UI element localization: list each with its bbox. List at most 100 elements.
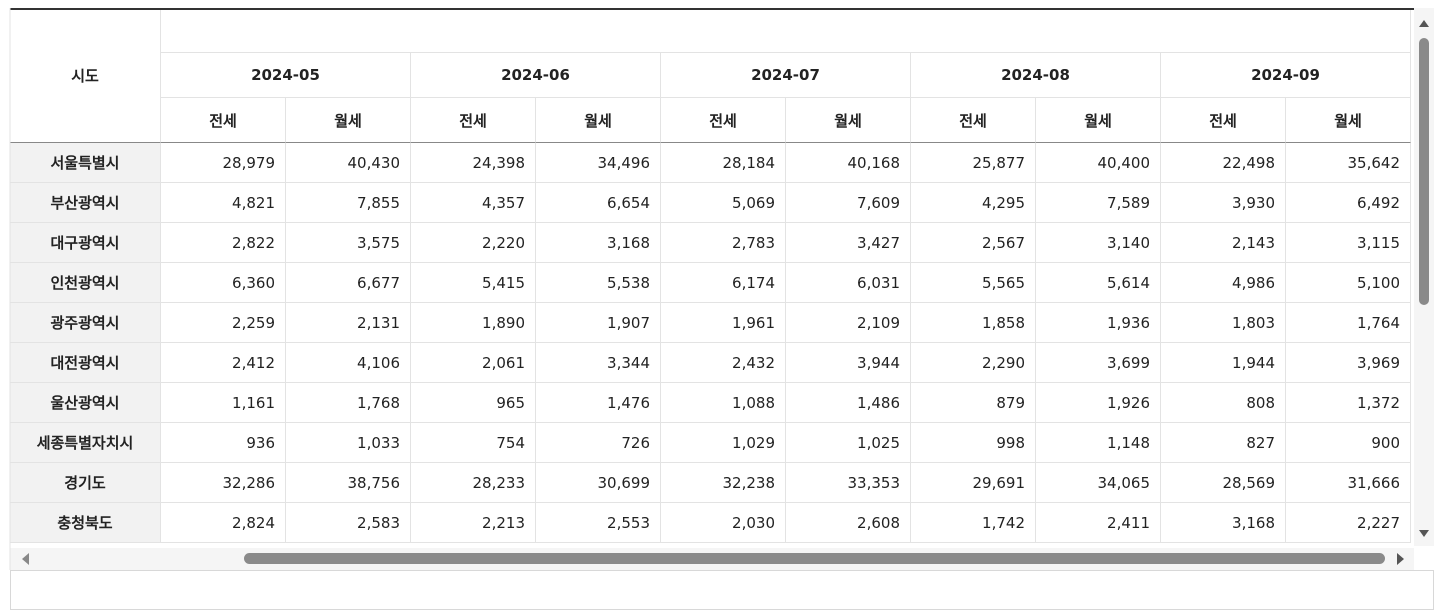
value-cell: 2,131	[286, 303, 411, 343]
region-cell: 대구광역시	[10, 223, 161, 263]
value-cell: 2,030	[661, 503, 786, 543]
scroll-left[interactable]	[22, 553, 29, 565]
value-cell: 2,227	[1286, 503, 1411, 543]
sub-header: 월세	[1286, 98, 1411, 143]
value-cell: 40,168	[786, 143, 911, 183]
value-cell: 28,569	[1161, 463, 1286, 503]
value-cell: 28,233	[411, 463, 536, 503]
value-cell: 7,589	[1036, 183, 1161, 223]
value-cell: 34,496	[536, 143, 661, 183]
value-cell: 3,344	[536, 343, 661, 383]
sub-header: 전세	[1161, 98, 1286, 143]
value-cell: 40,400	[1036, 143, 1161, 183]
value-cell: 965	[411, 383, 536, 423]
value-cell: 2,411	[1036, 503, 1161, 543]
sub-header: 전세	[411, 98, 536, 143]
value-cell: 3,168	[1161, 503, 1286, 543]
value-cell: 2,290	[911, 343, 1036, 383]
scroll-up[interactable]	[1419, 20, 1429, 27]
value-cell: 1,742	[911, 503, 1036, 543]
value-cell: 1,033	[286, 423, 411, 463]
sub-header: 전세	[911, 98, 1036, 143]
header-spacer	[161, 10, 1411, 53]
value-cell: 4,986	[1161, 263, 1286, 303]
value-cell: 1,476	[536, 383, 661, 423]
sub-header: 월세	[286, 98, 411, 143]
value-cell: 30,699	[536, 463, 661, 503]
value-cell: 3,140	[1036, 223, 1161, 263]
v-scroll-thumb[interactable]	[1419, 38, 1429, 305]
region-cell: 대전광역시	[10, 343, 161, 383]
value-cell: 1,858	[911, 303, 1036, 343]
scroll-right[interactable]	[1397, 553, 1404, 565]
value-cell: 1,961	[661, 303, 786, 343]
value-cell: 1,936	[1036, 303, 1161, 343]
value-cell: 2,109	[786, 303, 911, 343]
value-cell: 2,783	[661, 223, 786, 263]
value-cell: 936	[161, 423, 286, 463]
value-cell: 900	[1286, 423, 1411, 463]
value-cell: 4,295	[911, 183, 1036, 223]
month-header: 2024-08	[911, 53, 1161, 98]
value-cell: 5,614	[1036, 263, 1161, 303]
month-header: 2024-05	[161, 53, 411, 98]
value-cell: 754	[411, 423, 536, 463]
value-cell: 2,061	[411, 343, 536, 383]
value-cell: 28,184	[661, 143, 786, 183]
region-cell: 서울특별시	[10, 143, 161, 183]
sub-header: 월세	[536, 98, 661, 143]
month-header: 2024-06	[411, 53, 661, 98]
value-cell: 24,398	[411, 143, 536, 183]
value-cell: 3,930	[1161, 183, 1286, 223]
value-cell: 5,538	[536, 263, 661, 303]
value-cell: 34,065	[1036, 463, 1161, 503]
value-cell: 7,855	[286, 183, 411, 223]
value-cell: 6,492	[1286, 183, 1411, 223]
value-cell: 1,768	[286, 383, 411, 423]
value-cell: 6,031	[786, 263, 911, 303]
sub-header: 월세	[1036, 98, 1161, 143]
value-cell: 2,583	[286, 503, 411, 543]
v-scroll-track	[1414, 8, 1434, 546]
month-header: 2024-09	[1161, 53, 1411, 98]
h-scroll-thumb[interactable]	[244, 553, 1385, 564]
value-cell: 5,415	[411, 263, 536, 303]
value-cell: 2,822	[161, 223, 286, 263]
sub-header: 월세	[786, 98, 911, 143]
value-cell: 35,642	[1286, 143, 1411, 183]
value-cell: 1,486	[786, 383, 911, 423]
value-cell: 4,357	[411, 183, 536, 223]
value-cell: 879	[911, 383, 1036, 423]
value-cell: 3,168	[536, 223, 661, 263]
value-cell: 1,890	[411, 303, 536, 343]
value-cell: 2,553	[536, 503, 661, 543]
value-cell: 1,161	[161, 383, 286, 423]
region-cell: 인천광역시	[10, 263, 161, 303]
value-cell: 1,029	[661, 423, 786, 463]
value-cell: 7,609	[786, 183, 911, 223]
region-cell: 부산광역시	[10, 183, 161, 223]
value-cell: 1,803	[1161, 303, 1286, 343]
value-cell: 5,565	[911, 263, 1036, 303]
scroll-down[interactable]	[1419, 530, 1429, 537]
value-cell: 40,430	[286, 143, 411, 183]
value-cell: 1,148	[1036, 423, 1161, 463]
footer-box	[10, 570, 1434, 610]
region-cell: 경기도	[10, 463, 161, 503]
h-scroll-track	[10, 548, 1414, 570]
value-cell: 827	[1161, 423, 1286, 463]
value-cell: 1,088	[661, 383, 786, 423]
region-cell: 울산광역시	[10, 383, 161, 423]
region-cell: 충청북도	[10, 503, 161, 543]
value-cell: 28,979	[161, 143, 286, 183]
value-cell: 2,824	[161, 503, 286, 543]
value-cell: 38,756	[286, 463, 411, 503]
value-cell: 5,100	[1286, 263, 1411, 303]
value-cell: 1,907	[536, 303, 661, 343]
value-cell: 6,174	[661, 263, 786, 303]
value-cell: 3,969	[1286, 343, 1411, 383]
value-cell: 1,926	[1036, 383, 1161, 423]
value-cell: 1,372	[1286, 383, 1411, 423]
region-cell: 광주광역시	[10, 303, 161, 343]
